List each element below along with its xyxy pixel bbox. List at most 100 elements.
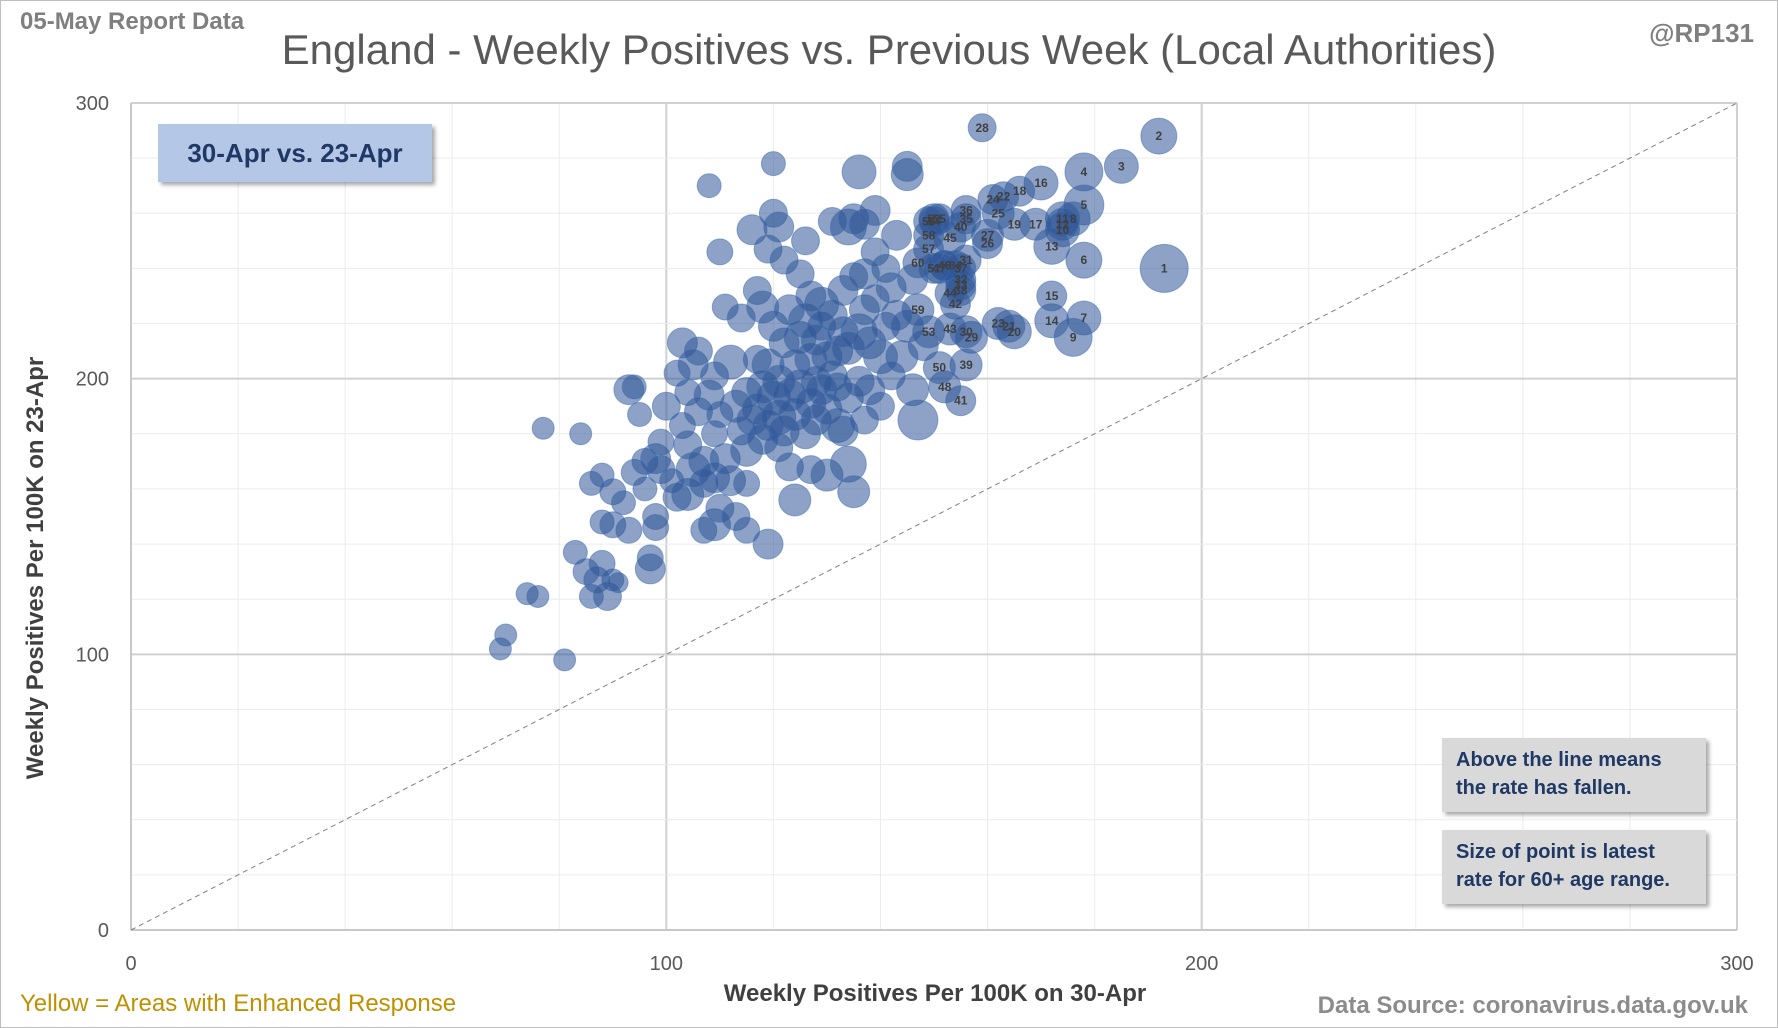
data-point <box>763 211 795 243</box>
point-label: 58 <box>922 228 936 242</box>
point-label: 8 <box>1070 212 1077 226</box>
point-label: 33 <box>954 278 968 292</box>
chart-title: England - Weekly Positives vs. Previous … <box>281 26 1497 73</box>
y-axis-label: Weekly Positives Per 100K on 23-Apr <box>22 356 49 780</box>
point-label: 6 <box>1081 253 1088 267</box>
data-point <box>897 399 939 441</box>
point-label: 16 <box>1034 176 1048 190</box>
point-label: 55 <box>933 212 947 226</box>
author-handle: @RP131 <box>1649 18 1754 48</box>
point-label: 44 <box>943 286 957 300</box>
note-point-size: Size of point is latest rate for 60+ age… <box>1442 830 1706 904</box>
data-point <box>642 514 670 542</box>
point-label: 32 <box>954 272 968 286</box>
point-label: 26 <box>981 237 995 251</box>
point-label: 7 <box>1081 311 1088 325</box>
point-label: 21 <box>1002 319 1016 333</box>
data-point <box>706 238 734 266</box>
data-point <box>733 516 761 544</box>
point-label: 13 <box>1045 239 1059 253</box>
data-point <box>841 154 877 190</box>
point-label: 12 <box>1056 217 1070 231</box>
data-point-labelled <box>1140 117 1178 155</box>
point-label: 49 <box>938 259 952 273</box>
point-label: 37 <box>954 261 968 275</box>
data-point <box>632 476 658 502</box>
x-tick-label: 0 <box>125 953 136 975</box>
x-tick-label: 300 <box>1720 953 1753 975</box>
point-label: 46 <box>938 259 952 273</box>
point-label: 27 <box>981 228 995 242</box>
data-point <box>696 173 722 199</box>
point-label: 30 <box>959 325 973 339</box>
point-label: 52 <box>927 212 941 226</box>
x-tick-label: 100 <box>650 953 683 975</box>
data-point <box>634 553 666 585</box>
data-point <box>859 195 891 227</box>
data-point-labelled <box>981 307 1015 341</box>
point-label: 11 <box>1056 212 1069 226</box>
point-label: 31 <box>959 253 973 267</box>
point-label: 9 <box>1070 330 1077 344</box>
point-label: 48 <box>938 380 952 394</box>
data-point <box>526 584 550 608</box>
point-label: 42 <box>949 297 963 311</box>
point-label: 1 <box>1161 261 1168 275</box>
point-label: 35 <box>959 212 973 226</box>
point-label: 54 <box>927 215 941 229</box>
data-source: Data Source: coronavirus.data.gov.uk <box>1317 992 1748 1019</box>
data-point <box>553 648 577 672</box>
x-tick-label: 200 <box>1185 953 1218 975</box>
point-label: 41 <box>954 394 968 408</box>
data-point-labelled <box>1103 148 1139 184</box>
point-label: 15 <box>1045 289 1059 303</box>
point-label: 43 <box>943 322 957 336</box>
point-label: 25 <box>992 206 1006 220</box>
data-point <box>891 150 923 182</box>
point-label: 28 <box>976 121 990 135</box>
note-line-meaning: Above the line means the rate has fallen… <box>1442 738 1706 812</box>
point-label: 36 <box>959 204 973 218</box>
point-label: 4 <box>1081 165 1088 179</box>
point-label: 60 <box>911 256 925 270</box>
point-label: 20 <box>1008 325 1022 339</box>
point-label: 50 <box>933 361 947 375</box>
report-date: 05-May Report Data <box>20 8 245 35</box>
enhanced-response-note: Yellow = Areas with Enhanced Response <box>20 990 457 1017</box>
data-point-labelled <box>922 351 956 385</box>
data-point <box>621 374 647 400</box>
y-tick-label: 300 <box>76 93 109 115</box>
data-point-labelled <box>902 247 934 279</box>
point-label: 29 <box>965 330 979 344</box>
data-point-labelled <box>967 113 997 143</box>
data-point <box>791 226 821 256</box>
point-label: 2 <box>1155 129 1162 143</box>
point-label: 47 <box>933 261 947 275</box>
data-point <box>494 623 518 647</box>
data-point <box>881 219 913 251</box>
point-label: 10 <box>1056 223 1070 237</box>
data-point <box>607 572 629 594</box>
point-label: 39 <box>959 358 973 372</box>
point-label: 38 <box>954 283 968 297</box>
point-label: 24 <box>986 192 1000 206</box>
point-label: 19 <box>1008 217 1022 231</box>
data-point <box>760 151 786 177</box>
data-point <box>569 422 593 446</box>
point-label: 53 <box>922 325 936 339</box>
point-label: 3 <box>1118 159 1125 173</box>
data-point-labelled <box>1065 241 1103 279</box>
data-point <box>733 469 761 497</box>
point-label: 5 <box>1081 198 1088 212</box>
data-point <box>683 336 713 366</box>
data-point-labelled <box>913 219 945 251</box>
data-point <box>531 416 555 440</box>
data-point <box>647 428 675 456</box>
data-point-labelled <box>901 293 935 327</box>
data-point <box>865 391 895 421</box>
data-point <box>778 483 812 517</box>
data-point <box>651 391 681 421</box>
data-point <box>627 402 653 428</box>
data-point <box>752 528 784 560</box>
